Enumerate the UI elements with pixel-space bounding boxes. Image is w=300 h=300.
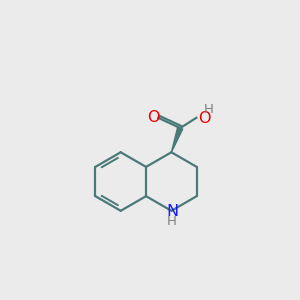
Text: O: O [198,111,210,126]
Text: N: N [166,204,178,219]
Polygon shape [171,127,183,152]
Text: H: H [204,103,214,116]
Text: O: O [147,110,160,125]
Text: H: H [167,215,177,228]
